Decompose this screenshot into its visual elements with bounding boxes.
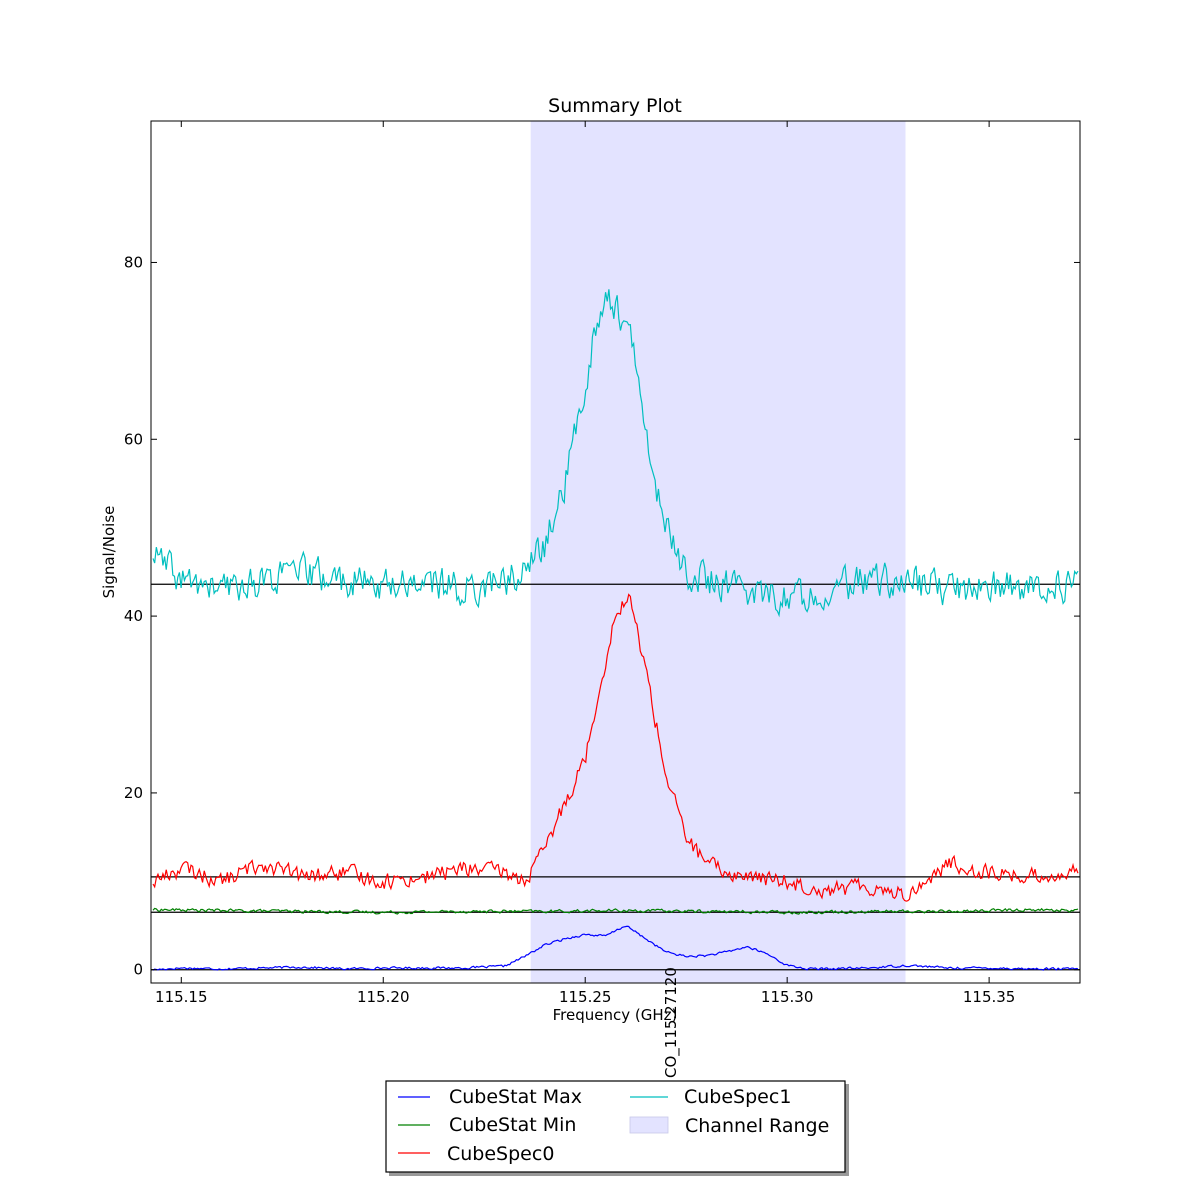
channel-range-layer	[530, 121, 906, 983]
x-tick-label: 115.35	[963, 988, 1016, 1006]
channel-range-span	[530, 121, 906, 983]
x-axis-ticks: 115.15 115.20 115.25 115.30 115.35	[155, 121, 1015, 1006]
x-tick-label: 115.20	[357, 988, 410, 1006]
series-line-cubestat-min	[152, 907, 1079, 915]
line-marker-label: CO_115.27120	[662, 967, 681, 1078]
y-tick-label: 40	[124, 607, 143, 625]
series-line-cubestat-max	[152, 925, 1079, 971]
y-tick-label: 60	[124, 430, 143, 448]
legend-label-cubespec1: CubeSpec1	[684, 1086, 791, 1108]
legend-label-cubestat-min: CubeStat Min	[449, 1114, 576, 1136]
chart-title: Summary Plot	[548, 95, 682, 117]
axes-border	[150, 120, 1081, 984]
x-tick-label: 115.30	[761, 988, 814, 1006]
legend-label-cubestat-max: CubeStat Max	[449, 1086, 582, 1108]
series-line-cubespec0	[152, 593, 1079, 902]
series-layer	[152, 289, 1079, 971]
x-axis-label: Frequency (GHz)	[553, 1006, 678, 1024]
x-tick-label: 115.25	[559, 988, 612, 1006]
series-line-cubespec1	[152, 289, 1079, 618]
y-tick-label: 80	[124, 253, 143, 271]
y-axis-label: Signal/Noise	[100, 506, 118, 599]
legend-swatch-channel-range	[629, 1116, 669, 1134]
legend: CubeStat Max CubeStat Min CubeSpec0 Cube…	[385, 1080, 849, 1176]
y-axis-ticks: 0 20 40 60 80	[124, 253, 1080, 979]
y-tick-label: 20	[124, 784, 143, 802]
y-tick-label: 0	[133, 961, 143, 979]
axes-frame	[150, 120, 1081, 984]
x-tick-label: 115.15	[155, 988, 208, 1006]
legend-label-channel-range: Channel Range	[685, 1115, 829, 1137]
legend-label-cubespec0: CubeSpec0	[447, 1143, 554, 1165]
